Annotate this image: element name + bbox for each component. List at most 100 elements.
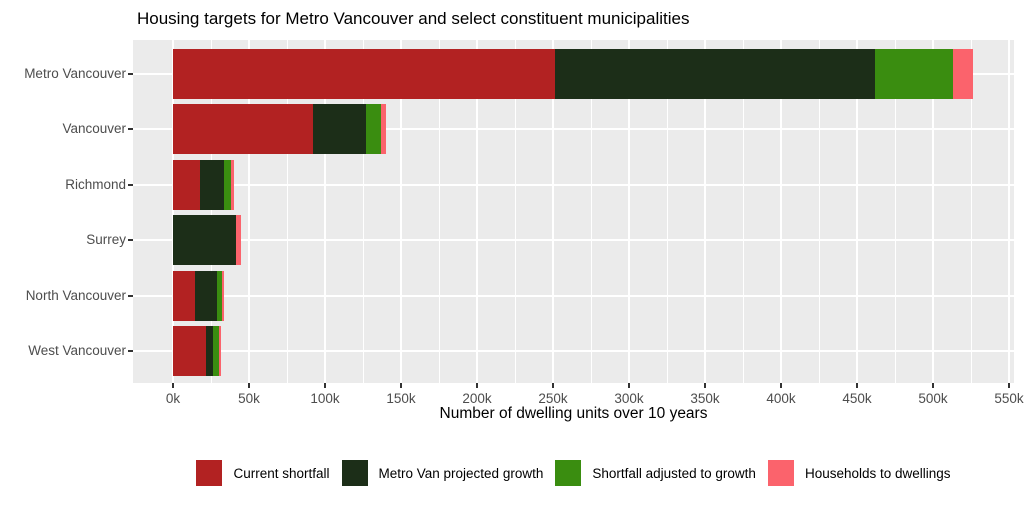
- bar-segment: [213, 326, 220, 376]
- major-gridline: [932, 40, 934, 383]
- legend-label: Metro Van projected growth: [378, 465, 544, 481]
- x-tick-mark: [856, 383, 858, 388]
- x-tick-mark: [1008, 383, 1010, 388]
- y-tick-mark: [128, 72, 133, 75]
- y-tick-mark: [128, 183, 133, 186]
- bar-segment: [223, 159, 231, 210]
- major-gridline: [476, 40, 478, 383]
- y-axis-label: West Vancouver: [28, 343, 126, 358]
- bar-segment: [195, 270, 217, 321]
- x-tick-mark: [704, 383, 706, 388]
- legend-key-swatch: [767, 460, 794, 486]
- minor-gridline: [970, 40, 972, 383]
- legend-key-swatch: [555, 460, 582, 486]
- bar-segment: [206, 326, 214, 376]
- row-gridline: [133, 128, 1014, 130]
- bar-segment: [554, 48, 876, 99]
- bar-segment: [173, 104, 313, 154]
- major-gridline: [856, 40, 858, 383]
- chart-title: Housing targets for Metro Vancouver and …: [137, 9, 690, 28]
- y-axis-label: Richmond: [65, 176, 126, 192]
- row-gridline: [133, 239, 1014, 241]
- bar-segment: [952, 48, 973, 99]
- y-axis-label: Metro Vancouver: [24, 65, 126, 81]
- major-gridline: [172, 40, 174, 383]
- minor-gridline: [666, 40, 668, 383]
- bar-segment: [173, 326, 207, 376]
- legend-item: Shortfall adjusted to growth: [555, 460, 756, 486]
- x-tick-mark: [248, 383, 250, 388]
- x-axis-tick-label: 100k: [310, 391, 340, 406]
- major-gridline: [780, 40, 782, 383]
- minor-gridline: [286, 40, 288, 383]
- x-axis-tick-label: 50k: [238, 391, 260, 406]
- minor-gridline: [590, 40, 592, 383]
- x-tick-mark: [932, 383, 934, 388]
- row-gridline: [133, 350, 1014, 352]
- x-axis-tick-label: 300k: [614, 391, 644, 406]
- legend-item: Current shortfall: [196, 460, 330, 486]
- minor-gridline: [514, 40, 516, 383]
- x-axis-tick-label: 450k: [842, 391, 872, 406]
- x-axis-tick-label: 550k: [994, 391, 1024, 406]
- minor-gridline: [362, 40, 364, 383]
- y-axis-label: Surrey: [86, 232, 126, 247]
- x-tick-mark: [476, 383, 478, 388]
- x-tick-mark: [324, 383, 326, 388]
- bar-segment: [173, 159, 201, 210]
- bar-segment: [173, 215, 237, 265]
- x-axis-tick-label: 500k: [918, 391, 948, 406]
- bar-segment: [875, 48, 953, 99]
- major-gridline: [400, 40, 402, 383]
- major-gridline: [248, 40, 250, 383]
- major-gridline: [704, 40, 706, 383]
- x-tick-mark: [172, 383, 174, 388]
- x-tick-mark: [780, 383, 782, 388]
- major-gridline: [324, 40, 326, 383]
- bar-segment: [173, 270, 195, 321]
- legend-item: Households to dwellings: [767, 460, 951, 486]
- x-axis-tick-label: 200k: [462, 391, 492, 406]
- legend-label: Households to dwellings: [804, 465, 951, 481]
- legend-label: Current shortfall: [233, 465, 330, 481]
- minor-gridline: [742, 40, 744, 383]
- x-tick-mark: [628, 383, 630, 388]
- bar-segment: [222, 270, 224, 321]
- major-gridline: [628, 40, 630, 383]
- y-tick-mark: [128, 239, 133, 241]
- bar-segment: [230, 159, 234, 210]
- x-tick-mark: [400, 383, 402, 388]
- y-tick-mark: [128, 128, 133, 130]
- y-tick-mark: [128, 294, 133, 297]
- bar-segment: [366, 104, 382, 154]
- minor-gridline: [818, 40, 820, 383]
- minor-gridline: [894, 40, 896, 383]
- y-axis-label: Vancouver: [62, 121, 126, 136]
- bar-segment: [173, 48, 555, 99]
- bar-segment: [381, 104, 387, 154]
- row-gridline: [133, 183, 1014, 186]
- row-gridline: [133, 294, 1014, 297]
- x-axis-tick-label: 150k: [386, 391, 416, 406]
- x-axis-tick-label: 350k: [690, 391, 720, 406]
- legend: Current shortfall Metro Van projected gro…: [133, 458, 1014, 488]
- bar-segment: [219, 326, 221, 376]
- x-axis-tick-label: 400k: [766, 391, 796, 406]
- legend-key-swatch: [341, 460, 368, 486]
- y-axis-label: North Vancouver: [25, 287, 126, 303]
- bar-segment: [217, 270, 223, 321]
- minor-gridline: [438, 40, 440, 383]
- bar-segment: [236, 215, 241, 265]
- x-axis-title: Number of dwelling units over 10 years: [439, 405, 708, 422]
- major-gridline: [1008, 40, 1010, 383]
- legend-label: Shortfall adjusted to growth: [592, 465, 756, 481]
- x-tick-mark: [552, 383, 554, 388]
- minor-gridline: [210, 40, 212, 383]
- y-tick-mark: [128, 350, 133, 352]
- bar-segment: [200, 159, 224, 210]
- legend-item: Metro Van projected growth: [341, 460, 544, 486]
- plot-panel: [133, 40, 1014, 383]
- x-axis-tick-label: 0k: [165, 391, 181, 406]
- bar-segment: [312, 104, 366, 154]
